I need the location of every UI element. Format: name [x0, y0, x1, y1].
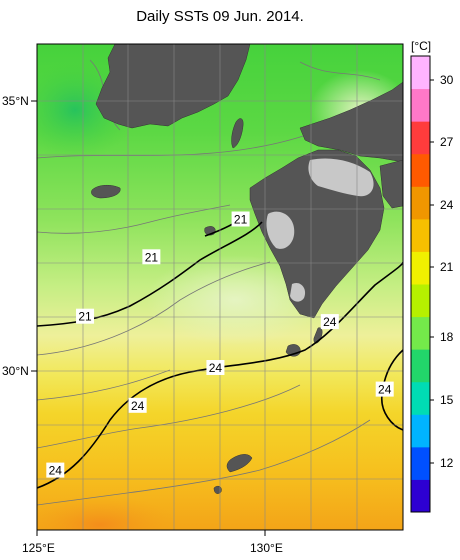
- colorbar-segment: [411, 446, 430, 480]
- colorbar-segment: [411, 88, 430, 122]
- colorbar-frame: [410, 55, 431, 513]
- cloud-area-west-kyushu: [266, 211, 295, 249]
- contour-label: 24: [128, 397, 147, 413]
- colorbar-segment: [411, 349, 430, 383]
- contour-label-background: [128, 397, 147, 413]
- colorbar-segment: [411, 121, 430, 155]
- contour-label: 21: [76, 308, 95, 324]
- colorbar-tick-label: 24: [440, 198, 454, 212]
- contour-label-background: [46, 462, 65, 478]
- colorbar-segment: [411, 153, 430, 187]
- colorbar-tick-label: 18: [440, 330, 454, 344]
- warm-water-patch: [37, 495, 180, 530]
- contour-label: 24: [206, 360, 225, 375]
- lat-label-30n: 30°N: [2, 364, 29, 378]
- contour-label-text: 24: [323, 315, 337, 329]
- colorbar-segment: [411, 186, 430, 220]
- jeju-island: [91, 185, 121, 199]
- honshu: [299, 81, 403, 163]
- contour-label-background: [375, 381, 394, 397]
- lon-label-130e: 130°E: [250, 541, 283, 555]
- contour-label-text: 24: [49, 464, 63, 478]
- contour-labels: 21 21 21 24 24 24 24 24: [46, 211, 394, 478]
- contour-label: 24: [375, 381, 394, 397]
- colorbar-segment: [411, 218, 430, 252]
- contour-label: 24: [320, 314, 339, 330]
- shikoku: [379, 159, 403, 209]
- map-frame: [36, 43, 404, 531]
- contour-label-text: 21: [145, 250, 159, 264]
- colorbar-tick-label: 12: [440, 456, 454, 470]
- contour-label: 21: [142, 249, 161, 265]
- contour-label: 21: [231, 211, 250, 227]
- contour-label-background: [206, 360, 225, 375]
- map-title: Daily SSTs 09 Jun. 2014.: [136, 8, 304, 25]
- colorbar-segment: [411, 284, 430, 318]
- contour-label-text: 21: [78, 310, 92, 324]
- cloud-area-south-kyushu: [290, 282, 306, 302]
- colorbar-tick-label: 21: [440, 260, 454, 274]
- amami-island: [226, 454, 253, 473]
- colorbar-tick-label: 30: [440, 73, 454, 87]
- sst-map: 21 21 21 24 24 24 24 24: [37, 44, 403, 530]
- tokunoshima-island: [213, 485, 222, 494]
- colorbar: 30 27 24 21 18 15 12: [410, 55, 454, 513]
- contour-label-background: [231, 211, 250, 227]
- colorbar-tick-label: 27: [440, 135, 454, 149]
- contour-label-background: [142, 249, 161, 265]
- axis-ticks: [31, 100, 266, 536]
- colorbar-segment: [411, 381, 430, 415]
- colorbar-segment: [411, 479, 430, 513]
- contour-label-background: [76, 308, 95, 324]
- isotherm-24: [37, 261, 403, 489]
- korean-peninsula: [95, 44, 251, 129]
- graticule: [37, 44, 403, 530]
- contour-label-background: [320, 314, 339, 330]
- colorbar-segment: [411, 414, 430, 448]
- pale-water-patch: [145, 255, 325, 345]
- contour-label-text: 24: [131, 399, 145, 413]
- contour-label: 24: [46, 462, 65, 478]
- colorbar-unit: [°C]: [411, 39, 431, 53]
- colorbar-tick-label: 15: [440, 393, 454, 407]
- colorbar-segment: [411, 251, 430, 285]
- thin-contours: [37, 59, 381, 506]
- colorbar-segment: [411, 56, 430, 90]
- tsushima-island: [231, 118, 244, 149]
- contour-label-text: 21: [234, 213, 248, 227]
- lon-label-125e: 125°E: [22, 541, 55, 555]
- colorbar-segment: [411, 316, 430, 350]
- contour-label-text: 24: [378, 383, 392, 397]
- contour-label-text: 24: [209, 361, 223, 375]
- lat-label-35n: 35°N: [2, 94, 29, 108]
